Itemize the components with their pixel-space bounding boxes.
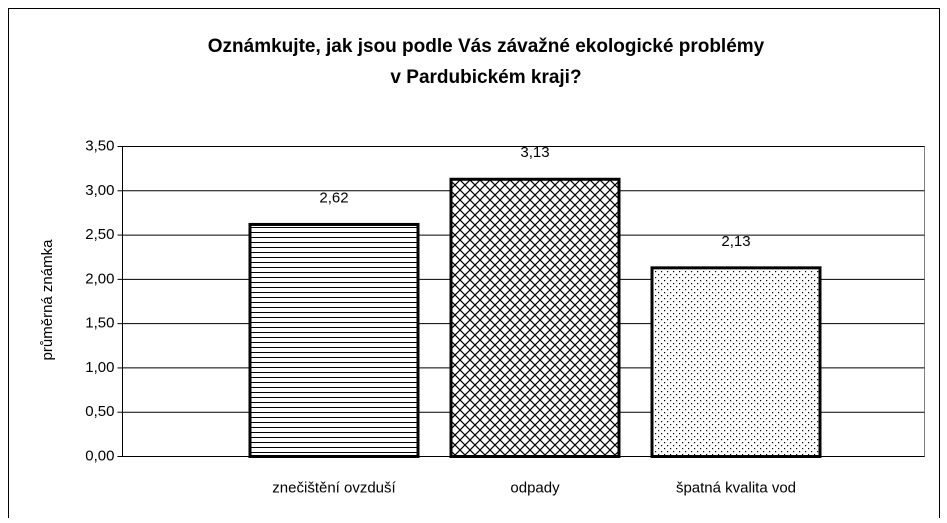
bar <box>449 177 621 458</box>
bar <box>248 222 420 458</box>
data-label: 2,13 <box>721 233 750 250</box>
y-tick-label: 3,50 <box>85 137 114 154</box>
x-tick-label: odpady <box>510 479 560 496</box>
y-tick-label: 2,50 <box>85 226 114 243</box>
x-tick-label: znečištění ovzduší <box>272 479 396 496</box>
y-tick-label: 1,00 <box>85 359 114 376</box>
y-tick-label: 1,50 <box>85 315 114 332</box>
data-label: 2,62 <box>319 189 348 206</box>
y-tick-label: 3,00 <box>85 182 114 199</box>
chart-title: Oznámkujte, jak jsou podle Vás závažné e… <box>208 36 765 57</box>
chart-border <box>8 8 940 523</box>
x-tick-label: špatná kvalita vod <box>676 479 796 496</box>
bar <box>650 266 822 459</box>
y-axis-label: průměrná známka <box>39 239 56 361</box>
y-tick-label: 0,00 <box>85 447 114 464</box>
chart-title: v Pardubickém kraji? <box>390 67 581 88</box>
y-tick-label: 2,00 <box>85 270 114 287</box>
y-tick-label: 0,50 <box>85 403 114 420</box>
data-label: 3,13 <box>520 144 549 161</box>
